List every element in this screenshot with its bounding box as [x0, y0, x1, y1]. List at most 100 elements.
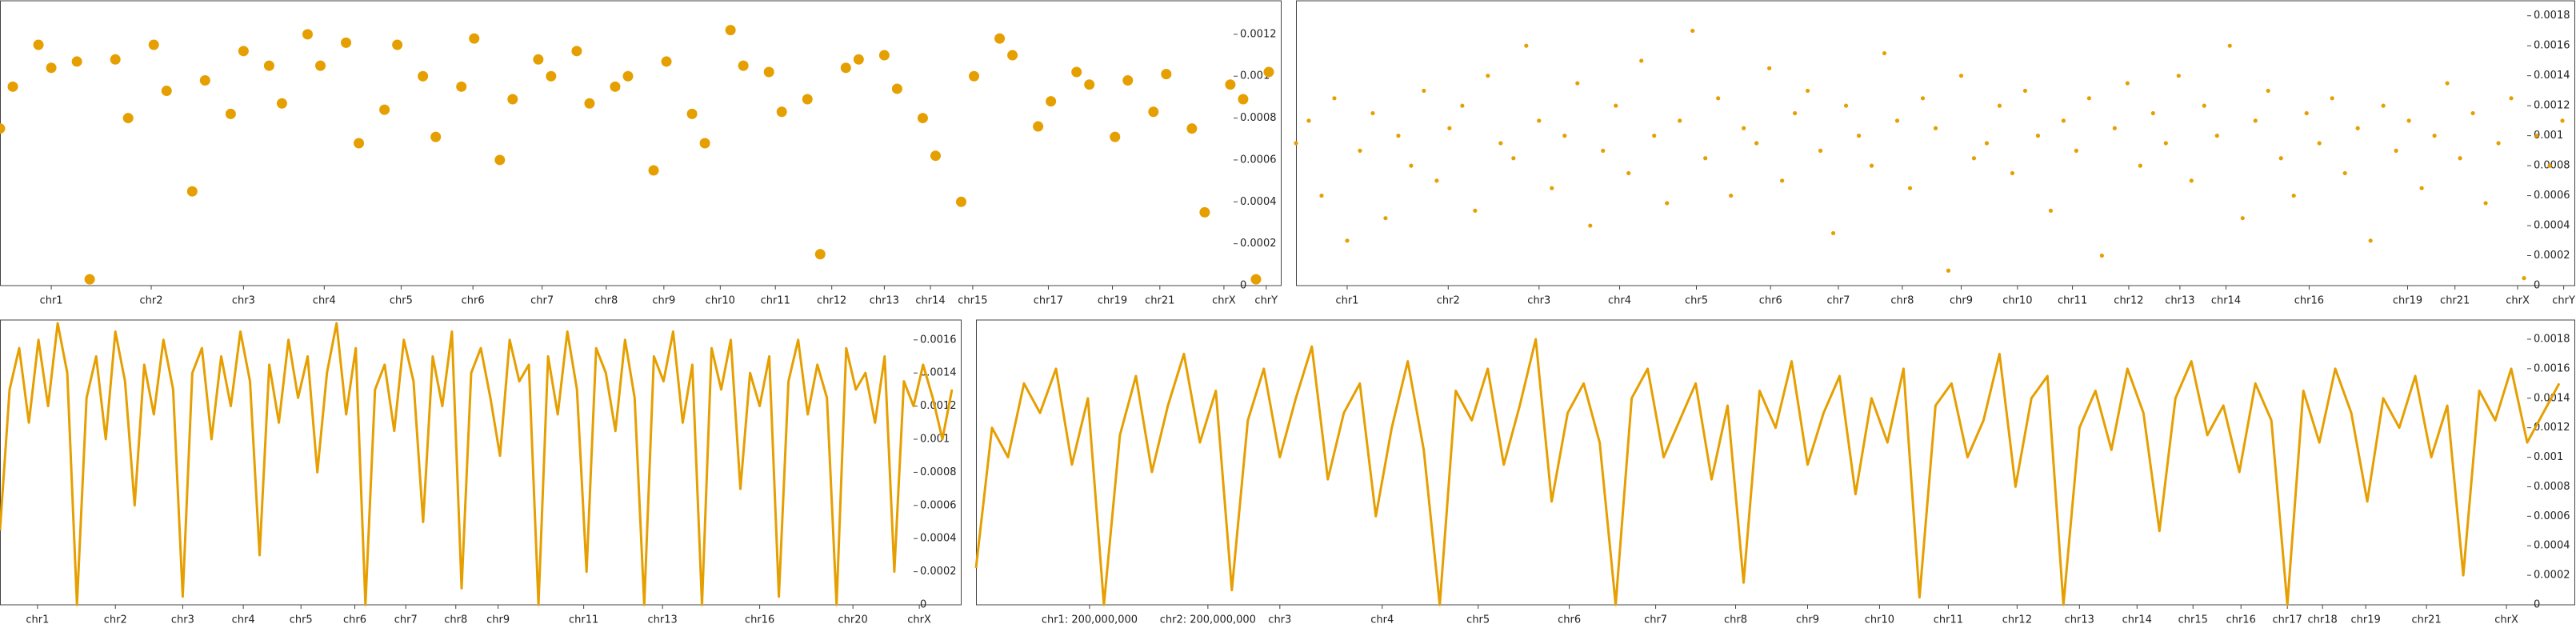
data-point — [2547, 163, 2552, 168]
data-point — [1665, 201, 1670, 206]
x-tick-label: chr11 — [761, 295, 790, 307]
x-tick-label: chr12 — [2002, 614, 2032, 626]
data-point — [1537, 118, 1542, 123]
y-tick-label: 0.0008 — [920, 466, 957, 478]
data-point — [225, 108, 236, 119]
x-tick-label: chr6 — [343, 614, 366, 626]
data-point — [392, 39, 403, 50]
x-tick-label: chrX — [2506, 295, 2530, 307]
y-tick-label: 0.0012 — [920, 400, 957, 412]
data-point — [1383, 216, 1388, 221]
x-tick-label: chr9 — [1950, 295, 1973, 307]
x-tick-label: chrY — [2552, 295, 2575, 307]
x-tick-label: chr7 — [1826, 295, 1850, 307]
data-point — [456, 81, 467, 92]
data-point — [840, 62, 851, 74]
data-point — [1793, 110, 1798, 116]
data-point — [0, 123, 6, 134]
data-point — [2534, 134, 2539, 138]
data-point — [738, 60, 749, 71]
data-point — [2022, 88, 2028, 94]
data-point — [1690, 28, 1695, 34]
data-point — [2150, 110, 2155, 116]
data-point — [584, 98, 595, 109]
data-point — [1575, 81, 1580, 86]
data-point — [1971, 156, 1977, 161]
x-tick-label: chr16 — [2294, 295, 2324, 307]
x-tick-label: chr1 — [26, 614, 49, 626]
data-point — [1678, 118, 1682, 123]
data-point — [84, 274, 95, 285]
data-point — [1652, 134, 1657, 138]
data-point — [2086, 96, 2091, 101]
x-tick-label: chr4 — [1608, 295, 1631, 307]
data-point — [1997, 103, 2002, 108]
data-point — [1614, 103, 1618, 108]
x-tick-label: chr9 — [486, 614, 510, 626]
data-point — [33, 39, 44, 50]
y-tick-label: 0 — [920, 599, 926, 611]
data-point — [1199, 206, 1210, 218]
x-tick-label: chr6 — [462, 295, 485, 307]
y-tick-label: 0.0012 — [2534, 422, 2570, 434]
x-tick-label: chr8 — [594, 295, 618, 307]
data-point — [186, 186, 198, 197]
data-point — [1110, 131, 1121, 142]
data-point — [1780, 178, 1785, 183]
data-point — [878, 50, 890, 61]
x-tick-label: chr20 — [838, 614, 868, 626]
x-tick-label: chr4 — [313, 295, 336, 307]
y-tick-label: 0.0012 — [1240, 28, 1277, 40]
data-point — [1486, 74, 1490, 78]
data-point — [315, 60, 326, 71]
data-point — [354, 138, 365, 149]
data-point — [725, 25, 736, 36]
x-tick-label: chr12 — [2114, 295, 2143, 307]
data-point — [2240, 216, 2245, 221]
y-tick-label: 0.0008 — [2534, 160, 2570, 172]
data-point — [507, 94, 518, 105]
data-point — [494, 154, 506, 166]
data-point — [2048, 208, 2054, 213]
data-point — [1294, 141, 1298, 146]
data-point — [2061, 118, 2066, 123]
x-tick-label: chr3 — [232, 295, 255, 307]
x-tick-label: chr17 — [1034, 295, 1063, 307]
data-point — [46, 62, 57, 74]
y-tick-label: 0.0016 — [2534, 40, 2570, 52]
x-tick-label: chr14 — [2122, 614, 2152, 626]
data-point — [1306, 118, 1311, 123]
data-point — [1460, 103, 1465, 108]
data-point — [1511, 156, 1516, 161]
data-point — [71, 56, 82, 67]
y-tick-label: 0.0008 — [1240, 112, 1277, 124]
data-point — [2509, 96, 2514, 101]
data-point — [1033, 121, 1044, 132]
x-tick-label: chr6 — [1558, 614, 1581, 626]
data-point — [2125, 81, 2130, 86]
data-point — [1882, 50, 1887, 56]
plot-frame — [0, 0, 1282, 286]
x-tick-label: chrY — [1254, 295, 1278, 307]
data-line — [0, 322, 954, 606]
data-point — [2189, 178, 2194, 183]
data-point — [1626, 170, 1631, 176]
x-tick-label: chr13 — [870, 295, 899, 307]
data-point — [2214, 134, 2219, 138]
x-tick-label: chr10 — [706, 295, 735, 307]
data-point — [853, 54, 864, 65]
data-point — [2112, 126, 2117, 130]
data-point — [2163, 141, 2168, 146]
data-point — [661, 56, 672, 67]
data-point — [2202, 103, 2206, 108]
x-tick-label: chr14 — [915, 295, 945, 307]
data-point — [2253, 118, 2258, 123]
x-tick-label: chr2 — [1437, 295, 1460, 307]
data-point — [1434, 178, 1439, 183]
data-point — [930, 150, 941, 162]
data-point — [2432, 134, 2437, 138]
x-tick-label: chr16 — [745, 614, 774, 626]
data-point — [1447, 126, 1452, 130]
data-point — [610, 81, 621, 92]
y-tick-label: 0.001 — [2534, 451, 2563, 463]
